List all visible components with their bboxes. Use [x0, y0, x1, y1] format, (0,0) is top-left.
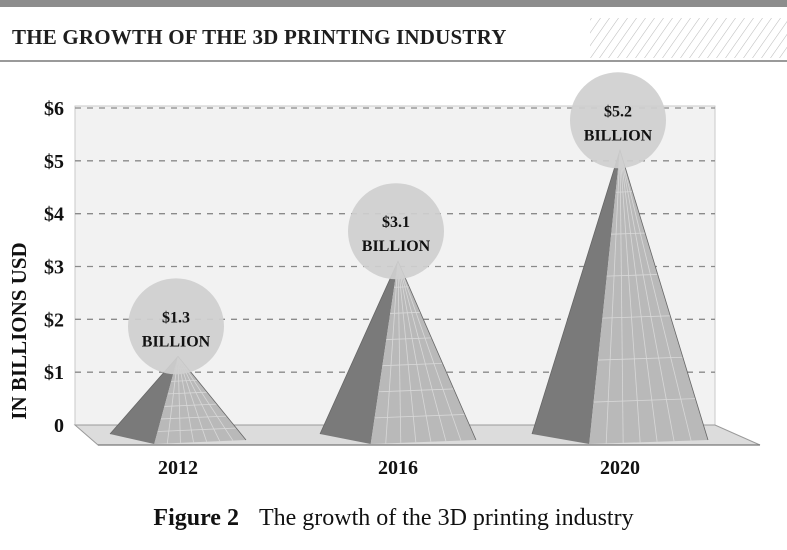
pyramid-grid-line — [164, 403, 217, 407]
pyramid-grid-line — [160, 415, 227, 420]
data-label-unit: BILLION — [362, 238, 431, 255]
pyramid-grid-line — [397, 261, 462, 441]
top-rule — [0, 0, 787, 7]
pyramid-chart: IN BILLIONS USD 0 $1 $2 $3 $4 $5 $6 $1.3 BILLIO… — [7, 72, 761, 479]
value-bubble-2012: $1.3 BILLION — [128, 278, 224, 375]
header-divider — [0, 60, 787, 62]
pyramid-series — [109, 148, 709, 444]
data-label-unit: BILLION — [584, 127, 653, 144]
bubble-circle — [348, 183, 444, 280]
hatch-pattern — [590, 18, 787, 58]
pyramid-grid-line — [397, 261, 402, 443]
pyramid-2012 — [109, 355, 247, 444]
pyramid-grid-line — [378, 388, 454, 393]
pyramid-grid-line — [619, 150, 641, 443]
pyramid-grid-line — [602, 315, 671, 319]
pyramid-grid-line — [386, 337, 432, 340]
data-label-value: $5.2 — [604, 103, 632, 120]
bubble-circle — [570, 72, 666, 169]
pyramid-grid-line — [167, 391, 208, 395]
pyramid-grid-line — [374, 414, 465, 419]
data-label-value: $1.3 — [162, 309, 190, 326]
value-bubble-2020: $5.2 BILLION — [570, 72, 666, 169]
pyramid-grid-line — [390, 311, 421, 314]
x-tick-label: 2012 — [158, 457, 198, 479]
data-label-unit: BILLION — [142, 333, 211, 350]
data-label-value: $3.1 — [382, 214, 410, 231]
bubble-circle — [128, 278, 224, 375]
pyramid-grid-line — [397, 261, 417, 443]
y-tick-label: $2 — [44, 309, 64, 331]
pyramid-2020 — [531, 148, 709, 444]
pyramid-grid-line — [619, 150, 658, 442]
pyramid-grid-line — [611, 232, 646, 235]
pyramid-grid-line — [605, 150, 621, 444]
y-axis-label-group: IN BILLIONS USD — [7, 242, 31, 419]
pyramid-grid-line — [157, 427, 237, 432]
pyramid-right-face — [370, 261, 476, 444]
pyramid-grid-line — [397, 261, 432, 442]
x-tick-label: 2016 — [378, 457, 418, 479]
pyramid-left-face — [532, 150, 620, 444]
pyramid-grid-line — [597, 356, 683, 361]
pyramid-grid-line — [619, 150, 675, 442]
pyramid-left-face — [320, 261, 398, 444]
data-label-bubbles: $1.3 BILLION $3.1 BILLION $5.2 BILLION — [128, 72, 666, 375]
chart-title: THE GROWTH OF THE 3D PRINTING INDUSTRY — [12, 25, 507, 49]
y-tick-label: $1 — [44, 362, 64, 384]
chart-header: THE GROWTH OF THE 3D PRINTING INDUSTRY — [0, 14, 787, 62]
pyramid-grid-line — [593, 398, 696, 403]
value-bubble-2016: $3.1 BILLION — [348, 183, 444, 280]
x-tick-label: 2020 — [600, 457, 640, 479]
pyramid-grid-line — [385, 261, 399, 444]
pyramid-grid-line — [619, 150, 692, 441]
pyramid-right-face — [589, 150, 708, 444]
figure-label: Figure 2 — [153, 505, 239, 531]
x-tick-labels: 2012 2016 2020 — [158, 457, 640, 479]
pyramid-grid-line — [382, 362, 443, 367]
pyramid-grid-line — [606, 274, 658, 277]
y-tick-label: $6 — [44, 98, 64, 120]
y-axis-label: IN BILLIONS USD — [7, 242, 31, 419]
y-tick-label: $5 — [44, 151, 64, 173]
pyramid-right-face — [154, 356, 246, 444]
pyramid-grid-line — [397, 261, 447, 442]
pyramid-left-face — [110, 356, 178, 444]
y-tick-label: $4 — [44, 204, 64, 226]
figure-caption: Figure 2 The growth of the 3D printing in… — [0, 505, 787, 532]
pyramid-grid-line — [171, 379, 198, 382]
y-tick-labels: 0 $1 $2 $3 $4 $5 $6 — [44, 98, 64, 437]
pyramid-grid-line — [619, 150, 624, 443]
figure-caption-text: The growth of the 3D printing industry — [258, 505, 634, 531]
y-tick-label: 0 — [54, 415, 64, 437]
y-tick-label: $3 — [44, 257, 64, 279]
